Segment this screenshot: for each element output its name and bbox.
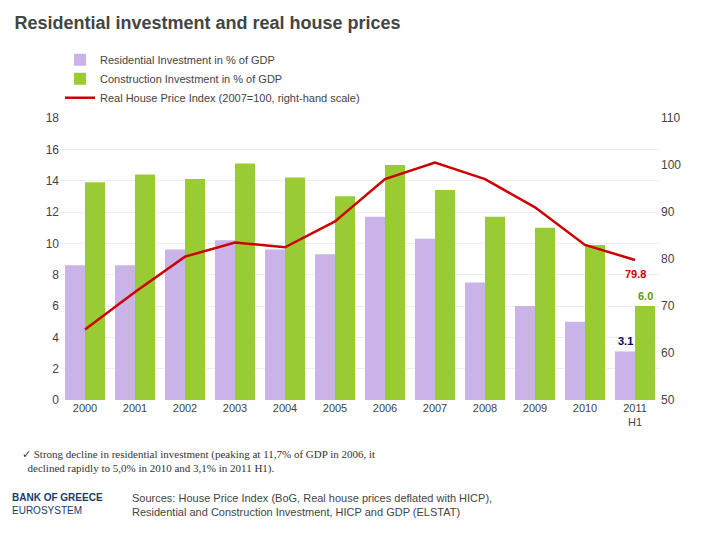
svg-text:2001: 2001 — [123, 402, 147, 414]
svg-text:2000: 2000 — [73, 402, 97, 414]
svg-text:2011H1: 2011H1 — [623, 402, 647, 428]
svg-text:2010: 2010 — [573, 402, 597, 414]
svg-text:2003: 2003 — [223, 402, 247, 414]
svg-text:3.1: 3.1 — [618, 335, 633, 347]
svg-text:2006: 2006 — [373, 402, 397, 414]
svg-text:0: 0 — [52, 393, 59, 407]
svg-text:50: 50 — [661, 393, 675, 407]
svg-text:6: 6 — [52, 299, 59, 313]
svg-text:12: 12 — [46, 205, 60, 219]
svg-text:10: 10 — [46, 237, 60, 251]
svg-text:2005: 2005 — [323, 402, 347, 414]
svg-text:6.0: 6.0 — [638, 290, 653, 302]
svg-text:Residential investment and rea: Residential investment and real house pr… — [14, 13, 400, 33]
svg-text:Sources: House Price Index (Bo: Sources: House Price Index (BoG, Real ho… — [132, 492, 492, 518]
svg-text:60: 60 — [661, 346, 675, 360]
svg-text:✓ Strong decline in residentia: ✓ Strong decline in residential investme… — [22, 448, 375, 475]
svg-text:Real House Price Index (2007=1: Real House Price Index (2007=100, right-… — [100, 92, 360, 104]
svg-text:BANK OF GREECEEUROSYSTEM: BANK OF GREECEEUROSYSTEM — [12, 492, 103, 516]
svg-text:100: 100 — [661, 158, 681, 172]
svg-text:79.8: 79.8 — [625, 268, 646, 280]
svg-text:8: 8 — [52, 268, 59, 282]
svg-text:2009: 2009 — [523, 402, 547, 414]
svg-text:80: 80 — [661, 252, 675, 266]
svg-text:2007: 2007 — [423, 402, 447, 414]
svg-text:18: 18 — [46, 111, 60, 125]
svg-text:2: 2 — [52, 362, 59, 376]
svg-text:Residential Investment in % of: Residential Investment in % of GDP — [100, 54, 275, 66]
svg-text:70: 70 — [661, 299, 675, 313]
svg-text:2002: 2002 — [173, 402, 197, 414]
svg-text:Construction Investment in % o: Construction Investment in % of GDP — [100, 73, 282, 85]
svg-text:2004: 2004 — [273, 402, 297, 414]
svg-text:110: 110 — [661, 111, 680, 125]
svg-text:2008: 2008 — [473, 402, 497, 414]
svg-text:90: 90 — [661, 205, 675, 219]
svg-text:14: 14 — [46, 174, 60, 188]
svg-text:4: 4 — [52, 331, 59, 345]
svg-text:16: 16 — [46, 143, 60, 157]
